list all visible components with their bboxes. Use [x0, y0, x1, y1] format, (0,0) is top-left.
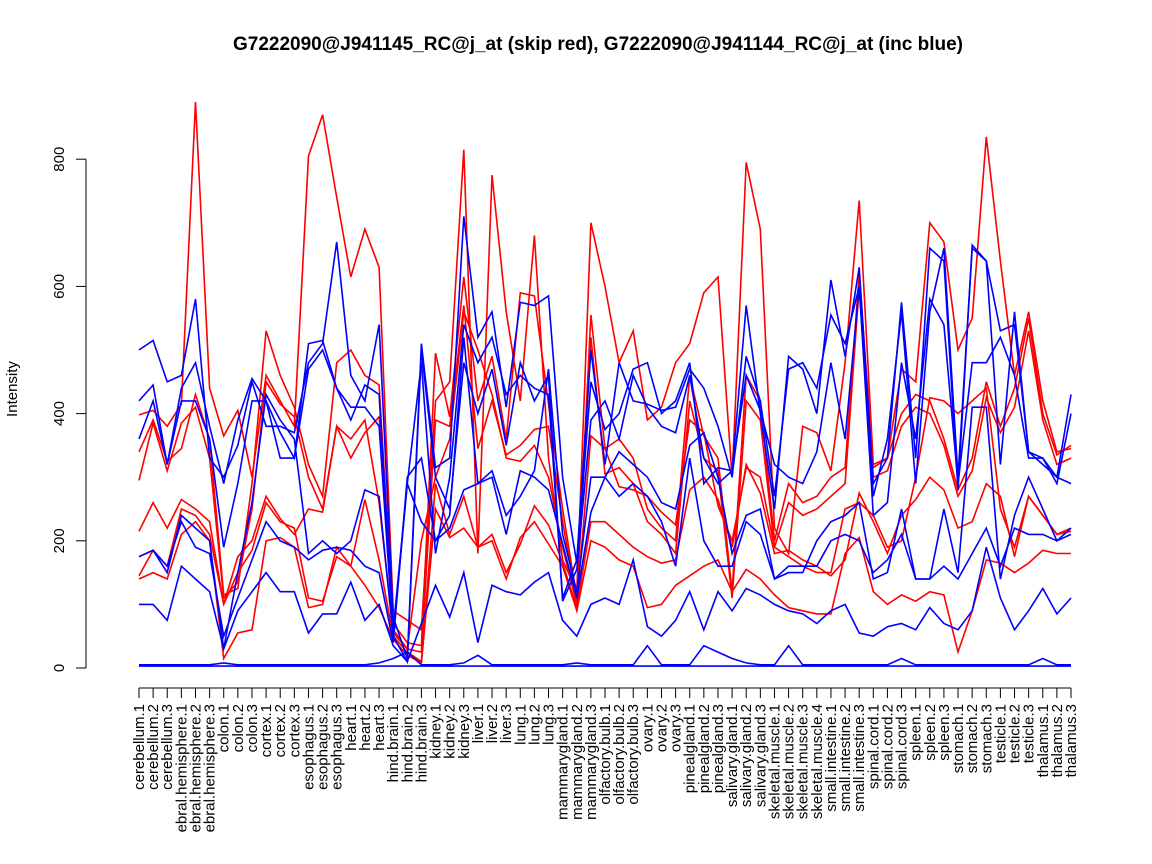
x-tick-label: colon.2 — [230, 704, 247, 752]
y-tick-label: 600 — [51, 274, 68, 299]
x-tick-label: cortex.3 — [286, 704, 303, 757]
x-tick-label: small.intestine.3 — [851, 704, 868, 812]
x-tick-label: cerebellum.1 — [131, 704, 148, 790]
x-tick-label: spinal.cord.1 — [865, 704, 882, 789]
x-tick-label: colon.1 — [216, 704, 233, 752]
y-axis-label: Intensity — [4, 361, 21, 417]
x-tick-label: testicle.2 — [1007, 704, 1024, 763]
x-tick-label: colon.3 — [244, 704, 261, 752]
y-tick-label: 800 — [51, 147, 68, 172]
x-tick-label: spinal.cord.3 — [894, 704, 911, 789]
series-line-blue-5 — [138, 456, 1072, 643]
x-tick-label: skeletal.muscle.3 — [795, 704, 812, 819]
x-tick-label: esophagus.3 — [329, 704, 346, 790]
x-tick-label: mammarygland.1 — [555, 704, 572, 820]
x-tick-label: liver.2 — [484, 704, 501, 743]
x-tick-label: salivary.gland.1 — [724, 704, 741, 807]
x-tick-label: salivary.gland.3 — [752, 704, 769, 807]
y-tick-label: 0 — [51, 664, 68, 672]
y-axis: 0 200 400 600 800 — [51, 147, 87, 672]
x-tick-label: heart.2 — [357, 704, 374, 751]
x-tick-label: pinealgland.2 — [696, 704, 713, 793]
x-tick-label: heart.3 — [371, 704, 388, 751]
x-tick-label: liver.3 — [498, 704, 515, 743]
x-tick-label: testicle.1 — [992, 704, 1009, 763]
x-tick-label: heart.1 — [343, 704, 360, 751]
series-line-red-6 — [138, 506, 1071, 665]
x-tick-label: cortex.1 — [258, 704, 275, 757]
series-layer — [138, 101, 1072, 667]
x-tick-label: skeletal.muscle.2 — [781, 704, 798, 819]
x-tick-label: thalamus.1 — [1035, 704, 1052, 777]
x-tick-label: olfactory.bulb.3 — [625, 704, 642, 805]
series-line-blue-1 — [138, 216, 1072, 659]
x-tick-label: pinealgland.1 — [682, 704, 699, 793]
series-line-blue-4 — [138, 337, 1072, 650]
x-tick-label: lung.2 — [526, 704, 543, 745]
x-tick-label: ebral.hemisphere.1 — [173, 704, 190, 832]
x-tick-label: mammarygland.3 — [583, 704, 600, 820]
x-tick-label: thalamus.3 — [1063, 704, 1080, 777]
x-tick-label: ovary.3 — [668, 704, 685, 752]
x-tick-label: kidney.3 — [456, 704, 473, 759]
x-tick-label: cortex.2 — [272, 704, 289, 757]
x-tick-label: spleen.1 — [908, 704, 925, 761]
x-tick-label: lung.3 — [541, 704, 558, 745]
x-tick-label: salivary.gland.2 — [738, 704, 755, 807]
x-tick-label: spleen.3 — [936, 704, 953, 761]
series-line-blue-7 — [139, 644, 1071, 666]
x-tick-label: cerebellum.3 — [159, 704, 176, 790]
x-tick-label: skeletal.muscle.4 — [809, 704, 826, 819]
x-tick-label: ovary.2 — [654, 704, 671, 752]
x-tick-label: stomach.1 — [950, 704, 967, 773]
x-tick-label: lung.1 — [512, 704, 529, 745]
x-tick-label: ovary.1 — [639, 704, 656, 752]
x-tick-label: kidney.1 — [428, 704, 445, 759]
x-axis: cerebellum.1cerebellum.2cerebellum.3ebra… — [131, 687, 1080, 832]
x-tick-label: testicle.3 — [1021, 704, 1038, 763]
x-tick-label: stomach.2 — [964, 704, 981, 773]
series-line-red-1 — [138, 101, 1072, 632]
x-tick-label: thalamus.2 — [1049, 704, 1066, 777]
x-tick-label: spleen.2 — [922, 704, 939, 761]
x-tick-label: esophagus.2 — [315, 704, 332, 790]
x-tick-label: hind.brain.1 — [385, 704, 402, 782]
x-tick-label: small.intestine.1 — [823, 704, 840, 812]
series-line-red-5 — [138, 461, 1072, 664]
x-tick-label: cerebellum.2 — [145, 704, 162, 790]
x-tick-label: ebral.hemisphere.3 — [202, 704, 219, 832]
series-line-red-3 — [138, 286, 1072, 654]
x-tick-label: esophagus.1 — [301, 704, 318, 790]
x-tick-label: hind.brain.2 — [399, 704, 416, 782]
x-tick-label: olfactory.bulb.2 — [611, 704, 628, 805]
x-tick-label: mammarygland.2 — [569, 704, 586, 820]
y-tick-label: 200 — [51, 528, 68, 553]
series-line-blue-6 — [139, 546, 1072, 664]
x-tick-label: liver.1 — [470, 704, 487, 743]
series-line-blue-3 — [138, 286, 1072, 665]
x-tick-label: hind.brain.3 — [413, 704, 430, 782]
x-tick-label: ebral.hemisphere.2 — [188, 704, 205, 832]
x-tick-label: pinealgland.3 — [710, 704, 727, 793]
chart-title: G7222090@J941145_RC@j_at (skip red), G72… — [233, 34, 963, 55]
x-tick-label: stomach.3 — [978, 704, 995, 773]
x-tick-label: small.intestine.2 — [837, 704, 854, 812]
x-tick-label: skeletal.muscle.1 — [767, 704, 784, 819]
y-tick-label: 400 — [51, 401, 68, 426]
x-tick-label: spinal.cord.2 — [879, 704, 896, 789]
x-tick-label: kidney.2 — [442, 704, 459, 759]
x-tick-label: olfactory.bulb.1 — [597, 704, 614, 805]
